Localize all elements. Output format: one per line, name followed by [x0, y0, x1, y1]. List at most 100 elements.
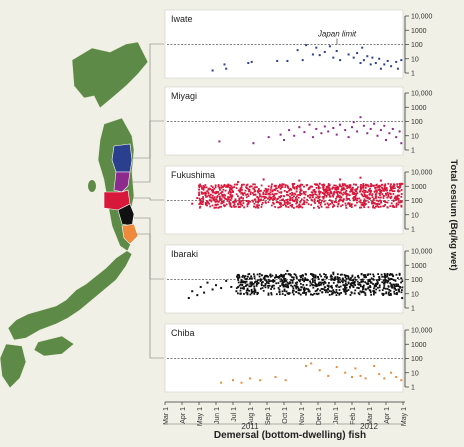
data-point	[348, 194, 351, 197]
data-point	[390, 371, 393, 374]
data-point	[284, 280, 286, 283]
data-point	[243, 293, 245, 295]
data-point	[281, 293, 284, 295]
data-point	[315, 46, 318, 49]
data-point	[392, 187, 395, 190]
data-point	[326, 276, 328, 278]
data-point	[260, 198, 262, 201]
data-point	[322, 188, 325, 191]
data-point	[198, 194, 200, 197]
data-point	[375, 183, 378, 186]
data-point	[261, 195, 263, 198]
data-point	[320, 199, 323, 202]
data-point	[278, 191, 281, 194]
data-point	[200, 191, 203, 194]
data-point	[225, 203, 228, 206]
data-point	[361, 278, 364, 281]
data-point	[246, 293, 249, 296]
data-point	[218, 193, 220, 196]
data-point	[354, 195, 357, 198]
data-point	[238, 197, 241, 200]
data-point	[386, 59, 389, 62]
data-point	[319, 198, 321, 201]
data-point	[368, 279, 371, 281]
data-point	[301, 203, 304, 206]
data-point	[317, 278, 320, 281]
data-point	[336, 292, 339, 295]
data-point	[258, 275, 261, 278]
data-point	[379, 67, 382, 70]
data-point	[362, 124, 365, 127]
data-point	[240, 184, 243, 187]
data-point	[397, 189, 400, 192]
data-point	[310, 283, 313, 286]
data-point	[236, 275, 238, 278]
data-point	[376, 283, 379, 286]
data-point	[364, 190, 367, 193]
data-point	[275, 201, 278, 204]
data-point	[296, 285, 299, 288]
data-point	[383, 189, 385, 192]
data-point	[299, 191, 301, 193]
data-point	[325, 186, 328, 188]
data-point	[400, 142, 403, 145]
data-point	[278, 290, 281, 293]
x-tick-label: Jun 1	[214, 407, 221, 424]
data-point	[222, 194, 224, 197]
data-point	[191, 290, 194, 293]
japan-limit-label: Japan limit	[317, 30, 357, 39]
data-point	[228, 190, 231, 193]
data-point	[331, 277, 333, 280]
data-point	[291, 205, 294, 208]
data-point	[371, 196, 374, 199]
y-tick-label: 10,000	[411, 91, 433, 98]
data-point	[378, 192, 381, 195]
data-point	[276, 189, 279, 192]
data-point	[215, 206, 218, 209]
data-point	[237, 206, 240, 209]
data-point	[309, 284, 312, 287]
data-point	[299, 193, 302, 195]
data-point	[384, 184, 387, 187]
data-point	[400, 289, 403, 291]
data-point	[370, 185, 373, 187]
data-point	[387, 280, 390, 282]
data-point	[359, 116, 362, 119]
data-point	[332, 193, 335, 196]
data-point	[234, 198, 237, 201]
year-label: 2012	[360, 422, 378, 431]
data-point	[353, 191, 355, 194]
data-point	[315, 292, 318, 295]
data-point	[230, 285, 233, 288]
data-point	[275, 187, 277, 190]
data-point	[286, 193, 288, 196]
data-point	[318, 54, 321, 57]
data-point	[239, 203, 242, 206]
data-point	[329, 190, 332, 193]
data-point	[341, 187, 344, 190]
data-point	[286, 186, 289, 188]
data-point	[201, 197, 203, 200]
data-point	[382, 197, 385, 199]
data-point	[335, 285, 338, 288]
data-point	[202, 192, 204, 195]
data-point	[247, 195, 250, 197]
data-point	[343, 188, 346, 191]
data-point	[397, 288, 400, 291]
data-point	[313, 198, 316, 201]
data-point	[356, 130, 359, 133]
data-point	[229, 198, 231, 201]
x-tick-label: Mar 1	[163, 407, 170, 425]
data-point	[198, 206, 201, 209]
data-point	[269, 193, 272, 196]
data-point	[224, 194, 227, 197]
y-tick-label: 1	[411, 227, 415, 234]
data-point	[267, 293, 270, 296]
data-point	[317, 283, 320, 286]
data-point	[400, 277, 403, 280]
data-point	[318, 206, 320, 209]
data-point	[217, 200, 220, 203]
data-point	[401, 182, 404, 185]
data-point	[349, 286, 351, 289]
